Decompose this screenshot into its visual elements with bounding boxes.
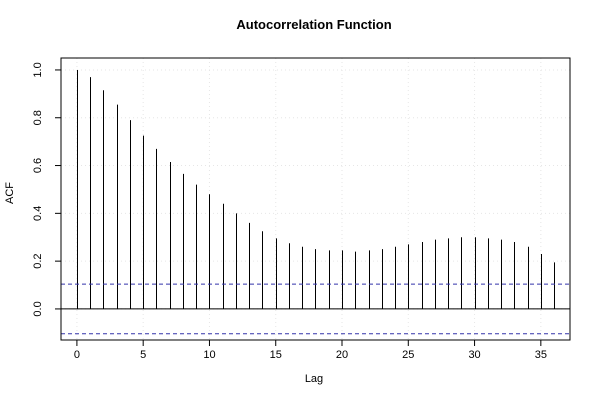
x-tick-label: 30 bbox=[468, 349, 480, 361]
y-tick-label: 0.2 bbox=[32, 253, 44, 268]
x-axis: 0 5 10 15 20 25 30 35 bbox=[74, 340, 547, 361]
acf-bars bbox=[77, 69, 555, 309]
x-tick-label: 5 bbox=[140, 349, 146, 361]
y-tick-label: 0.4 bbox=[32, 206, 44, 221]
x-tick-label: 0 bbox=[74, 349, 80, 361]
x-tick-label: 15 bbox=[270, 349, 282, 361]
plot-frame bbox=[60, 57, 571, 341]
x-tick-label: 10 bbox=[203, 349, 215, 361]
y-tick-label: 1.0 bbox=[32, 62, 44, 77]
y-axis-label: ACF bbox=[4, 182, 16, 204]
x-axis-label: Lag bbox=[305, 373, 323, 385]
chart-title: Autocorrelation Function bbox=[236, 17, 391, 32]
y-axis: 0.0 0.2 0.4 0.6 0.8 1.0 bbox=[32, 62, 61, 317]
reference-lines bbox=[61, 283, 570, 335]
x-tick-label: 25 bbox=[402, 349, 414, 361]
y-tick-label: 0.6 bbox=[32, 158, 44, 173]
y-tick-label: 0.0 bbox=[32, 301, 44, 316]
y-tick-label: 0.8 bbox=[32, 110, 44, 125]
x-tick-label: 35 bbox=[535, 349, 547, 361]
x-tick-label: 20 bbox=[336, 349, 348, 361]
